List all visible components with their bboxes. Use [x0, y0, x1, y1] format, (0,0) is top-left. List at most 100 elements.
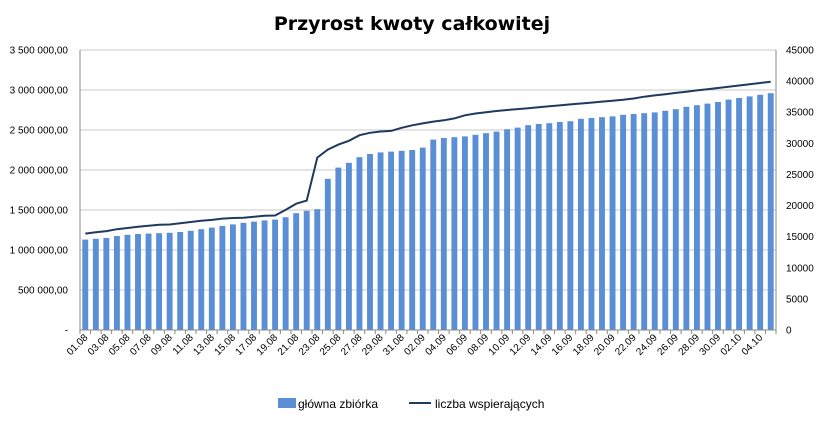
bar	[546, 123, 553, 330]
bar	[293, 213, 300, 330]
legend-label-glowna-zbiorka: główna zbiórka	[298, 397, 378, 411]
left-axis-tick-label: 1 500 000,00	[10, 206, 69, 217]
bar	[662, 110, 669, 330]
bar	[345, 162, 352, 330]
bar	[535, 124, 542, 330]
bar	[556, 122, 563, 330]
bar	[609, 116, 616, 331]
right-axis-tick-label: 25000	[786, 170, 814, 181]
bar	[472, 134, 479, 330]
bar	[303, 210, 310, 330]
x-axis-tick-label: 16.09	[550, 332, 576, 358]
x-axis-tick-label: 04.10	[740, 332, 766, 358]
x-axis-tick-label: 05.08	[107, 332, 133, 358]
right-axis-tick-label: 20000	[786, 201, 814, 212]
x-axis-tick-label: 11.08	[171, 332, 196, 357]
bar	[767, 93, 774, 330]
bar	[461, 136, 468, 330]
right-axis-tick-label: 10000	[786, 263, 814, 274]
legend-swatch-glowna-zbiorka	[278, 398, 296, 408]
bar	[715, 102, 721, 330]
bar	[588, 118, 595, 330]
line-series-liczba-wspierajacych	[85, 80, 771, 235]
bar	[451, 137, 458, 330]
bar	[504, 129, 511, 330]
x-axis-tick-label: 02.09	[402, 332, 428, 358]
legend-label-liczba-wspierajacych: liczba wspierających	[435, 397, 544, 411]
bar	[757, 94, 764, 330]
x-axis-tick-label: 28.09	[677, 332, 703, 358]
bar	[567, 121, 574, 330]
bar	[430, 139, 437, 330]
right-axis-tick-label: 5000	[786, 294, 809, 305]
x-axis-tick-labels: 01.0803.0805.0807.0809.0811.0813.0815.08…	[65, 332, 766, 358]
x-axis-tick-label: 22.09	[613, 332, 639, 358]
bar	[577, 118, 584, 330]
bar	[493, 131, 500, 330]
x-axis-tick-label: 25.08	[318, 332, 344, 358]
x-axis-tick-label: 01.08	[65, 332, 91, 358]
bar	[240, 222, 247, 330]
bar	[208, 227, 215, 330]
bar	[367, 154, 373, 330]
x-axis-tick-label: 06.09	[445, 332, 471, 358]
bar	[641, 113, 648, 330]
x-axis-tick-label: 24.09	[634, 332, 660, 358]
bar	[736, 98, 743, 330]
bar	[166, 232, 173, 330]
right-axis-tick-label: 45000	[786, 46, 814, 57]
x-axis-tick-label: 31.08	[381, 332, 407, 358]
bar	[124, 234, 131, 330]
bar	[177, 232, 184, 330]
bar	[219, 226, 226, 330]
x-axis-tick-label: 12.09	[508, 332, 534, 358]
bar	[356, 157, 363, 330]
bar	[82, 239, 89, 330]
left-axis-tick-labels: - 500 000,00 1 000 000,00 1 500 000,00 2 000…	[10, 46, 69, 337]
x-axis-tick-label: 07.08	[128, 332, 154, 358]
x-axis-tick-label: 26.09	[655, 332, 681, 358]
x-axis-tick-label: 29.08	[360, 332, 386, 358]
x-axis-tick-label: 18.09	[571, 332, 597, 358]
bar	[483, 133, 489, 330]
x-axis-tick-label: 08.09	[466, 332, 492, 358]
x-axis-tick-label: 27.08	[339, 332, 365, 358]
bar	[599, 117, 605, 330]
chart-title: Przyrost kwoty całkowitej	[274, 13, 550, 35]
gridlines	[80, 49, 776, 331]
x-axis-tick-label: 17.08	[234, 332, 260, 358]
bar	[514, 127, 521, 330]
bar	[419, 147, 426, 330]
x-axis-tick-label: 03.08	[86, 332, 112, 358]
x-axis-tick-label: 04.09	[423, 332, 449, 358]
x-axis-tick-label: 20.09	[592, 332, 618, 358]
bar	[229, 224, 236, 330]
x-axis-tick-label: 09.08	[149, 332, 175, 358]
bar	[651, 112, 658, 331]
left-axis-tick-label: 2 000 000,00	[10, 166, 69, 177]
bar	[409, 150, 416, 330]
bar	[693, 105, 700, 330]
bar	[620, 114, 627, 330]
bar	[156, 233, 163, 330]
bar	[145, 233, 152, 330]
bar	[135, 234, 141, 330]
left-axis-tick-label: 500 000,00	[18, 286, 68, 297]
right-axis-tick-label: 30000	[786, 139, 814, 150]
right-axis-tick-label: 15000	[786, 232, 814, 243]
bar	[251, 221, 257, 330]
bar	[92, 238, 99, 330]
axes	[79, 50, 777, 334]
x-axis-tick-label: 13.08	[191, 332, 217, 358]
bar	[377, 152, 384, 330]
bar	[525, 125, 532, 330]
x-axis-tick-label: 02.10	[719, 332, 745, 358]
left-axis-tick-label: -	[65, 326, 68, 337]
left-axis-tick-label: 1 000 000,00	[10, 246, 69, 257]
bar	[103, 238, 110, 330]
bar	[440, 138, 447, 330]
bar	[630, 114, 637, 330]
bar	[113, 236, 120, 330]
bar-series-glowna-zbiorka	[82, 93, 774, 331]
